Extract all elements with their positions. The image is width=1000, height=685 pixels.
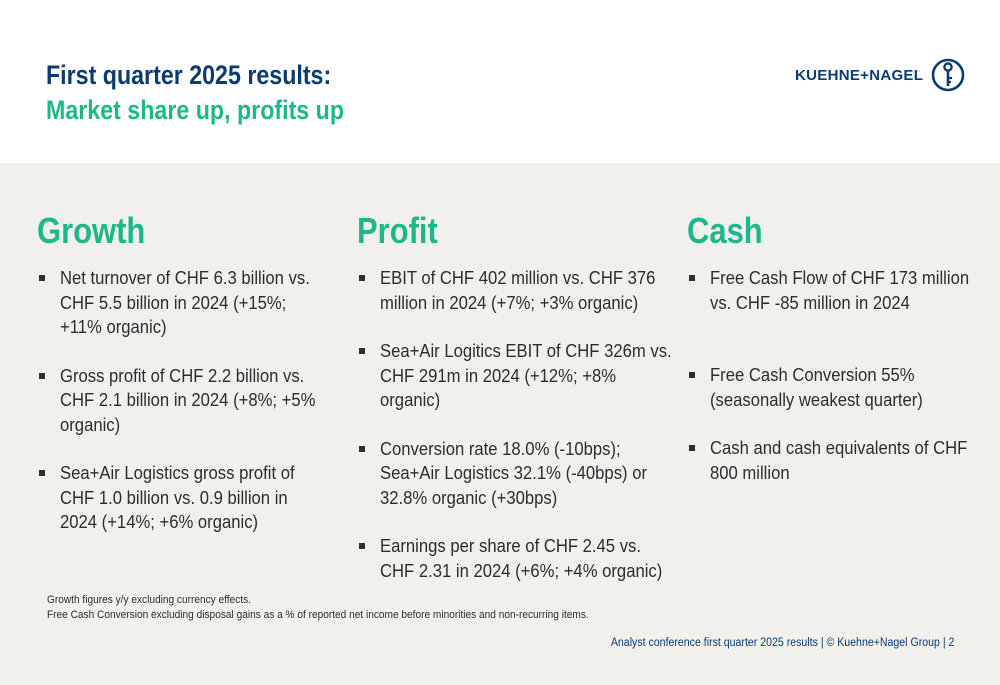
bullet-square-icon [359, 543, 365, 549]
list-item: Sea+Air Logitics EBIT of CHF 326m vs. CH… [357, 339, 677, 413]
bullet-square-icon [359, 348, 365, 354]
content-panel [0, 163, 1000, 685]
anchor-key-icon [931, 58, 965, 92]
slide-header: First quarter 2025 results: Market share… [0, 0, 1000, 163]
list-item: Conversion rate 18.0% (-10bps); Sea+Air … [357, 437, 677, 511]
growth-list: Net turnover of CHF 6.3 billion vs. CHF … [37, 266, 327, 535]
profit-list: EBIT of CHF 402 million vs. CHF 376 mill… [357, 266, 677, 583]
company-logo: KUEHNE+NAGEL [795, 56, 965, 94]
bullet-square-icon [689, 445, 695, 451]
cash-heading: Cash [687, 210, 763, 251]
slide-title: First quarter 2025 results: [46, 60, 332, 90]
list-item: Free Cash Flow of CHF 173 million vs. CH… [687, 266, 987, 315]
cash-column: Cash Free Cash Flow of CHF 173 million v… [687, 210, 987, 485]
bullet-square-icon [39, 372, 45, 379]
slide-footer: Analyst conference first quarter 2025 re… [610, 637, 954, 649]
list-item: Earnings per share of CHF 2.45 vs. CHF 2… [357, 534, 677, 583]
footnotes: Growth figures y/y excluding currency ef… [47, 593, 636, 623]
growth-heading: Growth [37, 210, 146, 251]
profit-heading: Profit [357, 210, 438, 251]
list-item: Free Cash Conversion 55% (seasonally wea… [687, 363, 987, 412]
list-item: EBIT of CHF 402 million vs. CHF 376 mill… [357, 266, 677, 315]
list-item: Net turnover of CHF 6.3 billion vs. CHF … [37, 266, 327, 340]
logo-wordmark: KUEHNE+NAGEL [795, 66, 924, 84]
bullet-square-icon [39, 275, 45, 281]
bullet-square-icon [359, 445, 365, 452]
growth-column: Growth Net turnover of CHF 6.3 billion v… [37, 210, 327, 535]
list-item: Sea+Air Logistics gross profit of CHF 1.… [37, 461, 327, 535]
slide-subtitle: Market share up, profits up [46, 95, 345, 125]
footnote: Free Cash Conversion excluding disposal … [47, 609, 589, 621]
list-item: Gross profit of CHF 2.2 billion vs. CHF … [37, 364, 327, 438]
bullet-square-icon [689, 275, 695, 281]
bullet-square-icon [359, 275, 365, 281]
bullet-square-icon [689, 372, 695, 378]
list-item: Cash and cash equivalents of CHF 800 mil… [687, 436, 987, 485]
profit-column: Profit EBIT of CHF 402 million vs. CHF 3… [357, 210, 677, 583]
bullet-square-icon [39, 470, 45, 476]
footnote: Growth figures y/y excluding currency ef… [47, 594, 251, 606]
cash-list: Free Cash Flow of CHF 173 million vs. CH… [687, 266, 987, 485]
